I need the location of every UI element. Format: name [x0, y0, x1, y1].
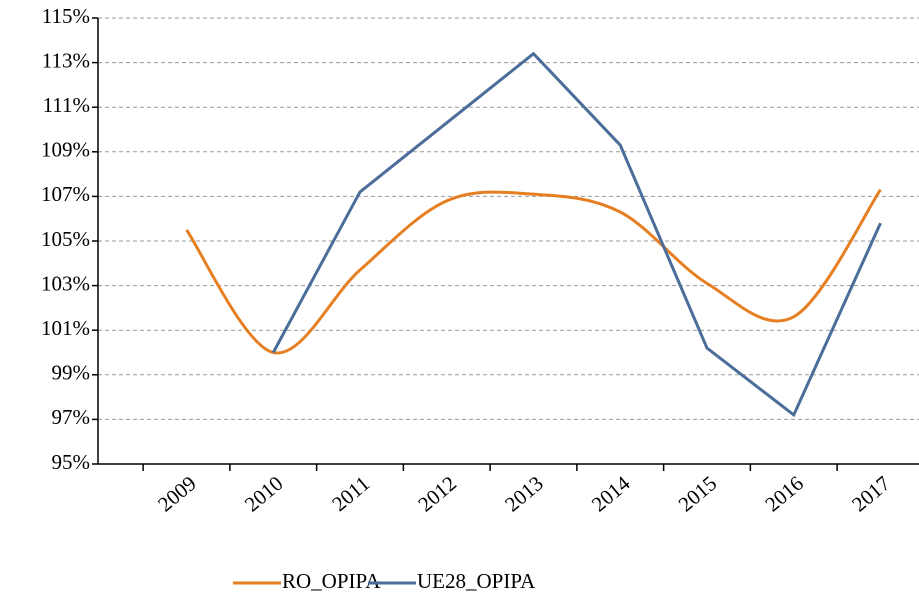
x-tick-label: 2016: [760, 471, 808, 516]
x-tick-label: 2014: [587, 471, 635, 517]
y-tick-label: 113%: [42, 48, 90, 72]
y-tick-label: 95%: [52, 450, 91, 474]
y-tick-label: 109%: [41, 138, 90, 162]
y-tick-label: 115%: [42, 4, 90, 28]
x-tick-label: 2012: [413, 471, 461, 516]
y-tick-label: 105%: [41, 227, 90, 251]
x-tick-label: 2017: [847, 471, 895, 516]
x-tick-label: 2013: [500, 471, 548, 516]
y-tick-label: 107%: [41, 182, 90, 206]
y-tick-label: 103%: [41, 271, 90, 295]
legend-label: RO_OPIPA: [282, 569, 381, 593]
x-tick-label: 2009: [153, 471, 201, 516]
legend-label: UE28_OPIPA: [417, 569, 536, 593]
series-line: [185, 188, 882, 355]
y-tick-label: 97%: [52, 405, 91, 429]
x-tick-label: 2015: [674, 471, 722, 516]
series-line: [271, 51, 882, 418]
x-tick-label: 2011: [327, 471, 374, 516]
y-tick-label: 99%: [52, 361, 91, 385]
y-tick-label: 111%: [43, 93, 90, 117]
x-tick-label: 2010: [240, 471, 288, 516]
y-tick-label: 101%: [41, 316, 90, 340]
